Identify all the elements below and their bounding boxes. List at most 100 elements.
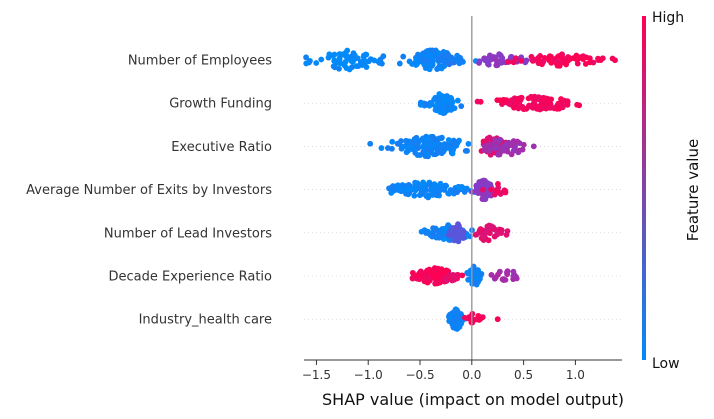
data-point bbox=[499, 55, 506, 61]
data-point bbox=[444, 267, 450, 274]
data-point bbox=[494, 97, 501, 104]
data-point bbox=[398, 186, 405, 193]
data-point bbox=[453, 229, 460, 236]
data-point bbox=[439, 269, 446, 276]
data-point bbox=[418, 191, 425, 198]
data-point bbox=[502, 189, 509, 196]
data-point bbox=[449, 105, 456, 112]
x-tick-label: 0.0 bbox=[462, 368, 481, 382]
data-point bbox=[525, 103, 532, 110]
data-point bbox=[494, 316, 501, 323]
data-point bbox=[423, 151, 430, 158]
data-point bbox=[487, 52, 493, 59]
feature-labels: Number of Employees Growth Funding Executi… bbox=[26, 54, 272, 328]
data-point bbox=[507, 141, 514, 148]
data-point bbox=[462, 314, 468, 321]
feature-label: Growth Funding bbox=[169, 97, 272, 112]
data-point bbox=[599, 55, 606, 62]
data-point bbox=[530, 143, 537, 150]
data-point bbox=[430, 273, 437, 280]
data-point bbox=[342, 59, 349, 65]
colorbar-gradient bbox=[642, 16, 646, 360]
feature-label: Average Number of Exits by Investors bbox=[26, 183, 272, 198]
data-point bbox=[515, 105, 522, 112]
data-point bbox=[451, 139, 458, 145]
data-point bbox=[545, 96, 552, 102]
data-point bbox=[477, 316, 484, 322]
data-point bbox=[434, 233, 441, 240]
data-point bbox=[431, 265, 438, 271]
data-point bbox=[529, 95, 536, 102]
data-point bbox=[376, 59, 383, 66]
data-point bbox=[465, 140, 472, 147]
data-point bbox=[439, 107, 446, 114]
data-point bbox=[313, 60, 320, 66]
colorbar-title: Feature value bbox=[684, 139, 702, 241]
data-point bbox=[445, 137, 452, 143]
data-point bbox=[488, 271, 495, 278]
data-point bbox=[474, 231, 480, 238]
data-point bbox=[396, 60, 403, 67]
data-point bbox=[486, 148, 492, 154]
data-point bbox=[472, 269, 479, 276]
data-point bbox=[331, 64, 338, 71]
data-point bbox=[480, 177, 487, 184]
data-point bbox=[420, 135, 426, 142]
data-point bbox=[389, 145, 395, 152]
data-point bbox=[523, 57, 530, 64]
data-point bbox=[496, 51, 503, 58]
data-point bbox=[438, 53, 445, 60]
data-point bbox=[412, 187, 419, 194]
feature-label: Executive Ratio bbox=[171, 140, 272, 155]
data-point bbox=[412, 150, 419, 156]
data-point bbox=[496, 138, 503, 144]
data-point bbox=[380, 53, 387, 60]
feature-label: Number of Lead Investors bbox=[104, 226, 272, 241]
data-point bbox=[474, 274, 481, 281]
data-point bbox=[331, 51, 338, 58]
data-point bbox=[404, 147, 411, 154]
data-point bbox=[448, 100, 455, 106]
data-point bbox=[525, 95, 532, 102]
data-point bbox=[556, 59, 563, 65]
data-point bbox=[386, 185, 392, 192]
data-point bbox=[488, 186, 494, 193]
data-point bbox=[419, 185, 426, 192]
data-point bbox=[455, 221, 461, 228]
data-point bbox=[542, 100, 548, 107]
data-point bbox=[353, 63, 360, 70]
data-point bbox=[414, 272, 421, 279]
data-point bbox=[499, 276, 506, 283]
data-point bbox=[318, 56, 325, 63]
data-point bbox=[418, 268, 424, 275]
data-point bbox=[454, 189, 460, 196]
data-point bbox=[444, 93, 450, 99]
data-point bbox=[435, 97, 442, 104]
data-point bbox=[406, 185, 413, 192]
data-point bbox=[474, 98, 481, 105]
data-point bbox=[511, 147, 518, 153]
x-tick-label: −1.0 bbox=[354, 368, 383, 382]
data-point bbox=[422, 49, 429, 56]
feature-label: Decade Experience Ratio bbox=[108, 270, 272, 285]
data-point bbox=[440, 236, 447, 242]
data-point bbox=[515, 95, 522, 102]
data-point bbox=[514, 138, 521, 145]
data-point bbox=[516, 100, 523, 107]
data-point bbox=[505, 59, 512, 65]
data-point bbox=[546, 53, 553, 60]
data-point bbox=[433, 106, 439, 113]
data-point bbox=[448, 225, 455, 231]
colorbar: High Low Feature value bbox=[642, 10, 702, 372]
data-point bbox=[437, 181, 444, 188]
data-point bbox=[590, 59, 597, 66]
data-point bbox=[486, 134, 493, 141]
data-point bbox=[424, 57, 431, 64]
data-point bbox=[555, 100, 562, 107]
data-point bbox=[359, 60, 366, 66]
data-point bbox=[430, 225, 436, 232]
data-point bbox=[423, 230, 430, 236]
data-point bbox=[495, 151, 502, 158]
data-point bbox=[556, 105, 563, 112]
data-point bbox=[486, 141, 493, 148]
